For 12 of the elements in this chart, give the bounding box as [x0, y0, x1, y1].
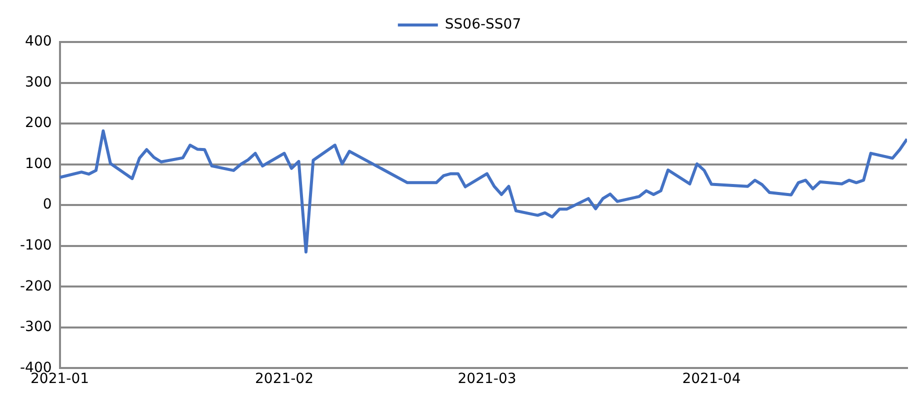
y-tick-label: -100 — [20, 238, 52, 254]
y-tick-label: 100 — [25, 156, 52, 172]
y-tick-label: -200 — [20, 278, 52, 294]
y-tick-label: 200 — [25, 115, 52, 132]
x-tick-label: 2021-04 — [682, 371, 741, 388]
y-tick-label: 300 — [25, 74, 52, 90]
y-tick-label: 400 — [25, 34, 52, 50]
x-tick-label: 2021-03 — [458, 371, 516, 388]
y-tick-label: 0 — [42, 196, 52, 213]
legend-label: SS06-SS07 — [444, 16, 522, 33]
y-tick-label: -300 — [20, 319, 52, 336]
x-tick-label: 2021-02 — [255, 371, 314, 388]
